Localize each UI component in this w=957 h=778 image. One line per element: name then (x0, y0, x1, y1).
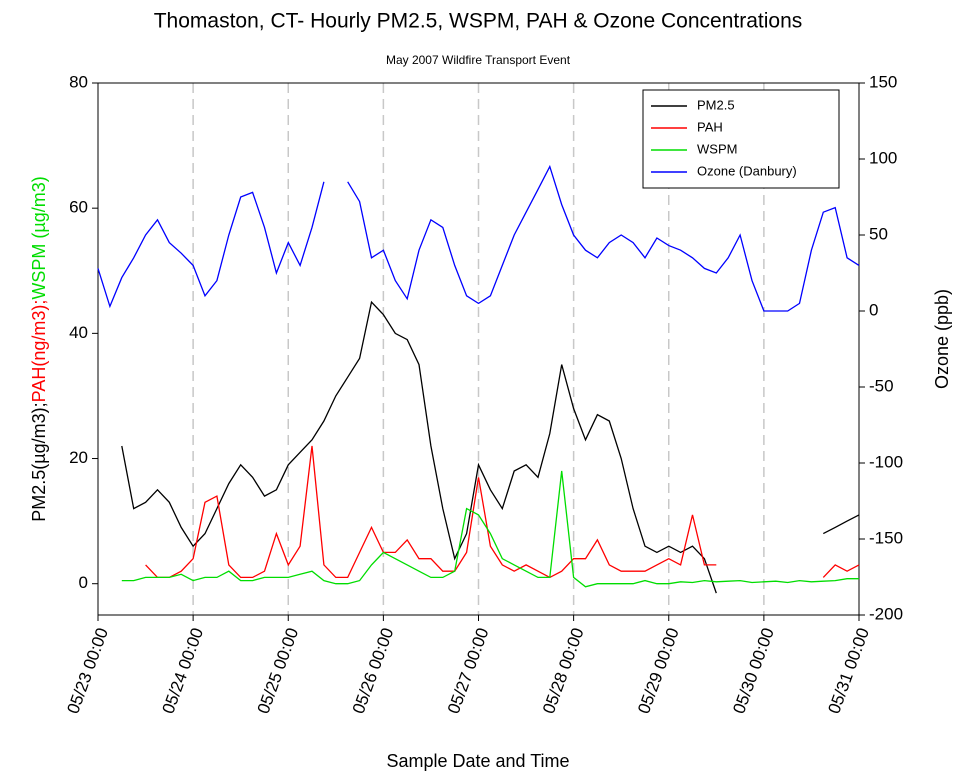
y2-tick-label: -150 (869, 528, 903, 547)
x-tick-label: 05/24 00:00 (159, 625, 208, 716)
y-tick-label: 0 (79, 573, 88, 592)
y-tick-label: 60 (69, 198, 88, 217)
x-tick-label: 05/31 00:00 (824, 625, 873, 716)
series-line (145, 445, 860, 579)
y2-tick-label: 150 (869, 72, 897, 91)
x-tick-label: 05/27 00:00 (444, 625, 493, 716)
series-line (97, 164, 860, 312)
plot-frame (97, 82, 860, 616)
y2-axis-title: Ozone (ppb) (932, 289, 952, 389)
series-line (121, 470, 859, 588)
legend-label: PM2.5 (697, 97, 735, 112)
legend-label: Ozone (Danbury) (697, 163, 797, 178)
legend-label: WSPM (697, 141, 737, 156)
legend-label: PAH (697, 119, 723, 134)
x-tick-label: 05/28 00:00 (539, 625, 588, 716)
chart-title: Thomaston, CT- Hourly PM2.5, WSPM, PAH &… (154, 10, 803, 33)
x-tick-label: 05/30 00:00 (729, 625, 778, 716)
y2-tick-label: 50 (869, 224, 888, 243)
x-tick-label: 05/26 00:00 (349, 625, 398, 716)
x-tick-label: 05/23 00:00 (63, 625, 112, 716)
x-tick-label: 05/25 00:00 (254, 625, 303, 716)
y-axis-title-part: PM2.5(µg/m3); (29, 402, 49, 521)
series-line (121, 300, 860, 594)
y-tick-label: 20 (69, 448, 88, 467)
y2-tick-label: 100 (869, 148, 897, 167)
y2-tick-label: -200 (869, 604, 903, 623)
y2-tick-label: -50 (869, 376, 894, 395)
y-tick-label: 80 (69, 72, 88, 91)
x-axis-title: Sample Date and Time (386, 751, 569, 771)
y2-tick-label: -100 (869, 452, 903, 471)
y-tick-label: 40 (69, 323, 88, 342)
y-axis-title-part: PAH(ng/m3); (29, 300, 49, 403)
y2-tick-label: 0 (869, 300, 878, 319)
x-tick-label: 05/29 00:00 (634, 625, 683, 716)
chart-subtitle: May 2007 Wildfire Transport Event (386, 53, 571, 67)
y-axis-title-part: WSPM (µg/m3) (29, 176, 49, 299)
y-axis-title: PM2.5(µg/m3);PAH(ng/m3);WSPM (µg/m3) (29, 176, 49, 521)
